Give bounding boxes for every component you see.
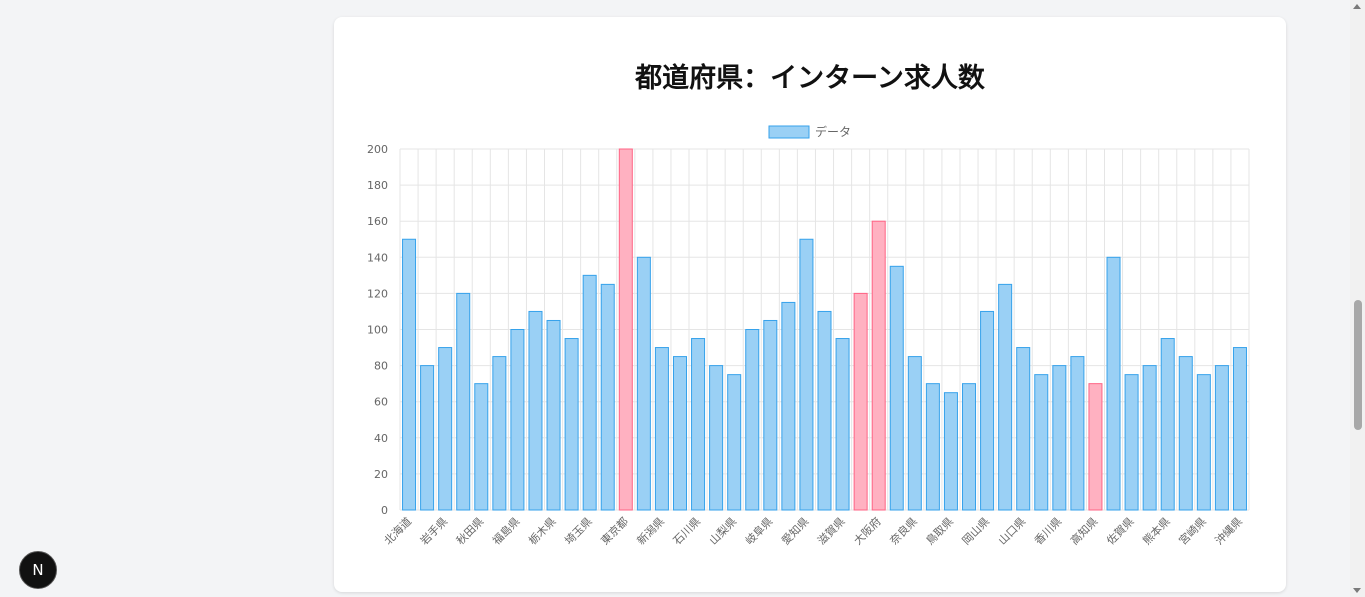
- bar-神奈川県: [636, 256, 651, 511]
- x-tick-label: 宮崎県: [1176, 514, 1209, 547]
- x-tick-label: 沖縄県: [1212, 514, 1245, 547]
- bar-鳥取県: [943, 392, 958, 511]
- y-tick-label: 0: [381, 504, 388, 517]
- y-tick-label: 120: [367, 287, 388, 300]
- bar-兵庫県: [889, 265, 904, 511]
- bar-茨城県: [528, 310, 543, 511]
- x-tick-label: 佐賀県: [1103, 514, 1136, 547]
- bar-静岡県: [781, 301, 796, 511]
- bar-宮城県: [456, 292, 471, 511]
- x-tick-label: 福島県: [489, 514, 522, 547]
- bar-富山県: [672, 356, 687, 511]
- bar-秋田県: [474, 383, 489, 511]
- y-axis-ticks: 0 20 40 60 80 100 120 140 160 180 200: [367, 143, 388, 517]
- x-tick-label: 山口県: [996, 515, 1029, 548]
- bar-高知県: [1088, 383, 1103, 511]
- bar-東京都: [618, 148, 633, 511]
- legend: データ: [768, 124, 851, 139]
- bar-岐阜県: [763, 319, 778, 511]
- bar-沖縄県: [1232, 347, 1247, 511]
- bar-長野県: [745, 329, 760, 511]
- scrollbar-thumb[interactable]: [1354, 300, 1362, 430]
- bar-北海道: [402, 238, 417, 511]
- bar-群馬県: [564, 338, 579, 511]
- y-tick-label: 160: [367, 215, 388, 228]
- bar-chart: データ 0 20 40 60 80 100 120 140 160 180 200 北海道 岩手県 秋田…: [367, 124, 1250, 547]
- bar-青森県: [420, 365, 435, 511]
- chart-title: 都道府県：インターン求人数: [635, 63, 985, 94]
- y-tick-label: 180: [367, 179, 388, 192]
- bar-新潟県: [654, 347, 669, 511]
- x-tick-label: 鳥取県: [923, 514, 956, 547]
- x-tick-label: 岐阜県: [743, 515, 776, 548]
- nextjs-dev-badge[interactable]: N: [19, 551, 57, 589]
- y-tick-label: 100: [367, 324, 388, 337]
- y-tick-label: 140: [367, 251, 388, 264]
- y-tick-label: 40: [374, 432, 388, 445]
- vertical-scrollbar[interactable]: [1350, 0, 1365, 597]
- bar-大阪府: [871, 220, 886, 511]
- bar-山口県: [1016, 347, 1031, 511]
- bar-滋賀県: [835, 338, 850, 511]
- bar-佐賀県: [1124, 374, 1139, 511]
- bar-山梨県: [727, 374, 742, 511]
- x-tick-label: 奈良県: [887, 514, 920, 547]
- x-tick-label: 滋賀県: [815, 515, 848, 548]
- scroll-down-icon[interactable]: [1353, 588, 1361, 593]
- bar-愛知県: [799, 238, 814, 511]
- x-tick-label: 東京都: [598, 514, 631, 547]
- x-tick-label: 北海道: [381, 514, 414, 547]
- bars: [402, 148, 1247, 511]
- bar-山形県: [492, 356, 507, 511]
- x-tick-label: 秋田県: [453, 514, 486, 547]
- x-axis-ticks: 北海道 岩手県 秋田県 福島県 栃木県 埼玉県 東京都 新潟県 石川県 山梨県 岐阜県 愛知県 滋賀県大…: [381, 514, 1245, 547]
- bar-千葉県: [600, 283, 615, 511]
- x-tick-label: 栃木県: [525, 514, 558, 547]
- x-tick-label: 埼玉県: [562, 514, 595, 547]
- bar-三重県: [817, 310, 832, 511]
- bar-香川県: [1052, 365, 1067, 511]
- legend-label: データ: [815, 124, 851, 139]
- y-tick-label: 200: [367, 143, 388, 156]
- bar-宮崎県: [1196, 374, 1211, 511]
- bar-福井県: [709, 365, 724, 511]
- chart-card: 都道府県：インターン求人数 データ 0 20 40 60 80 100 120 140 160 1…: [334, 17, 1286, 592]
- bar-島根県: [962, 383, 977, 511]
- bar-愛媛県: [1070, 356, 1085, 511]
- bar-大分県: [1178, 356, 1193, 511]
- bar-福岡県: [1106, 256, 1121, 511]
- x-tick-label: 石川県: [671, 515, 704, 548]
- y-tick-label: 20: [374, 468, 388, 481]
- bar-埼玉県: [582, 274, 597, 511]
- bar-奈良県: [907, 356, 922, 511]
- bar-岡山県: [980, 310, 995, 511]
- x-tick-label: 熊本県: [1140, 514, 1173, 547]
- bar-和歌山県: [925, 383, 940, 511]
- bar-広島県: [998, 283, 1013, 511]
- bar-鹿児島県: [1214, 365, 1229, 511]
- bar-石川県: [691, 338, 706, 511]
- y-tick-label: 60: [374, 396, 388, 409]
- bar-徳島県: [1034, 374, 1049, 511]
- bar-長崎県: [1142, 365, 1157, 511]
- x-tick-label: 岡山県: [960, 515, 993, 548]
- x-tick-label: 愛知県: [778, 514, 811, 547]
- x-tick-label: 新潟県: [634, 514, 667, 547]
- x-tick-label: 大阪府: [851, 514, 884, 547]
- scroll-up-icon[interactable]: [1353, 4, 1361, 9]
- legend-swatch: [768, 125, 810, 139]
- bar-岩手県: [438, 347, 453, 511]
- bar-福島県: [510, 329, 525, 511]
- bar-栃木県: [546, 319, 561, 511]
- x-tick-label: 高知県: [1067, 514, 1100, 547]
- bar-熊本県: [1160, 338, 1175, 511]
- x-tick-label: 香川県: [1032, 515, 1065, 548]
- y-tick-label: 80: [374, 360, 388, 373]
- x-tick-label: 岩手県: [417, 514, 450, 547]
- x-tick-label: 山梨県: [706, 514, 739, 547]
- bar-京都府: [853, 292, 868, 511]
